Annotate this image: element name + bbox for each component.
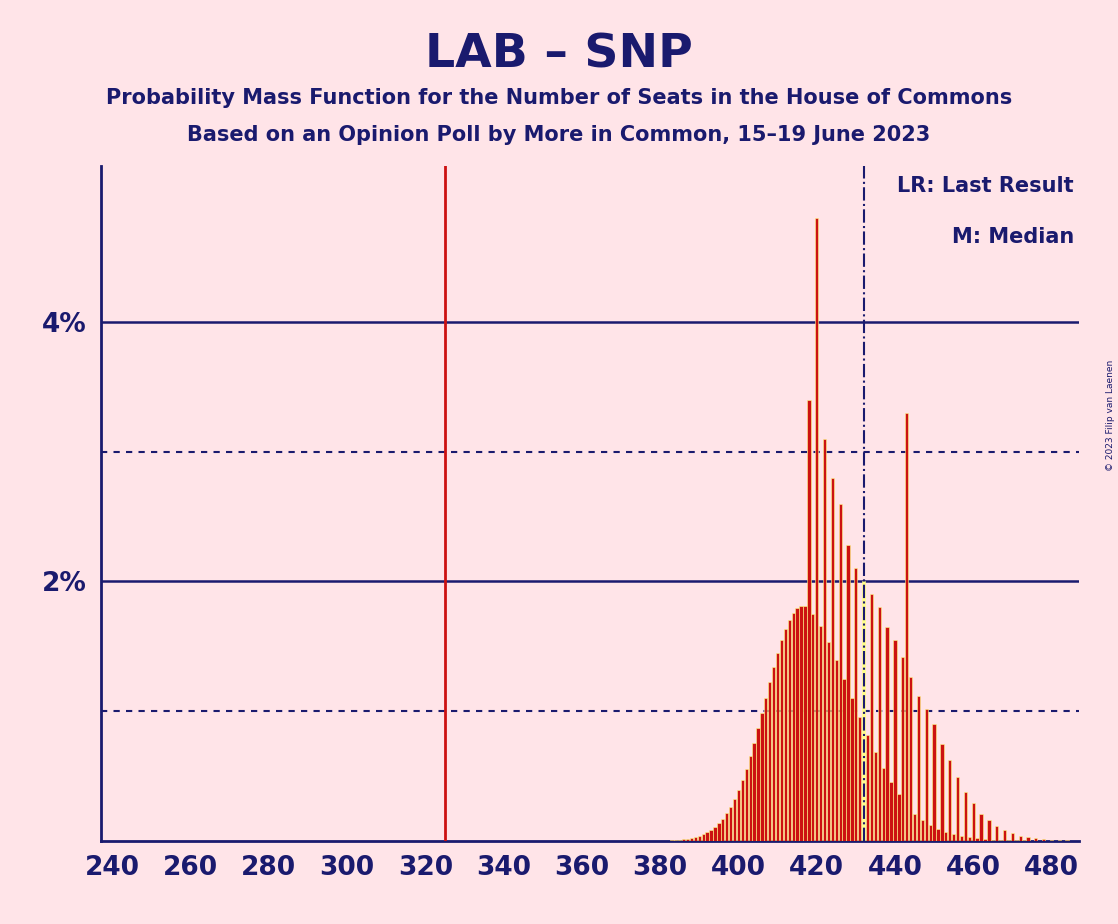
Bar (838, 504, 842, 841)
Bar (1003, 830, 1006, 841)
Bar (979, 814, 983, 841)
Bar (760, 713, 764, 841)
Bar (1011, 833, 1014, 841)
Bar (909, 677, 912, 841)
Bar (768, 682, 771, 841)
Bar (788, 620, 790, 841)
Bar (686, 838, 689, 841)
Text: Probability Mass Function for the Number of Seats in the House of Commons: Probability Mass Function for the Number… (106, 88, 1012, 108)
Bar (690, 838, 693, 841)
Bar (780, 640, 783, 841)
Bar (921, 820, 923, 841)
Bar (890, 782, 892, 841)
Bar (792, 613, 795, 841)
Bar (698, 835, 701, 841)
Bar (804, 606, 806, 841)
Bar (694, 837, 697, 841)
Bar (1042, 839, 1045, 841)
Bar (823, 439, 826, 841)
Bar (972, 803, 975, 841)
Bar (1034, 838, 1038, 841)
Bar (831, 478, 834, 841)
Bar (995, 826, 998, 841)
Bar (835, 660, 837, 841)
Text: © 2023 Filip van Laenen: © 2023 Filip van Laenen (1106, 360, 1115, 471)
Bar (812, 614, 814, 841)
Bar (721, 819, 724, 841)
Text: LAB – SNP: LAB – SNP (425, 32, 693, 78)
Bar (992, 840, 994, 841)
Bar (757, 728, 759, 841)
Bar (710, 830, 712, 841)
Bar (679, 840, 681, 841)
Bar (925, 709, 928, 841)
Bar (713, 827, 717, 841)
Bar (953, 834, 955, 841)
Bar (737, 790, 740, 841)
Bar (819, 626, 822, 841)
Bar (862, 581, 865, 841)
Bar (917, 696, 920, 841)
Bar (976, 838, 978, 841)
Bar (702, 834, 704, 841)
Bar (752, 743, 756, 841)
Bar (726, 813, 728, 841)
Bar (843, 679, 845, 841)
Bar (733, 799, 736, 841)
Bar (765, 698, 767, 841)
Bar (893, 639, 897, 841)
Bar (964, 792, 967, 841)
Bar (906, 413, 908, 841)
Bar (898, 794, 900, 841)
Bar (878, 607, 881, 841)
Bar (956, 777, 959, 841)
Bar (851, 699, 853, 841)
Bar (815, 218, 818, 841)
Bar (882, 768, 884, 841)
Bar (846, 545, 850, 841)
Bar (799, 606, 803, 841)
Bar (929, 825, 931, 841)
Bar (749, 756, 751, 841)
Bar (1050, 840, 1053, 841)
Bar (705, 833, 709, 841)
Bar (859, 717, 861, 841)
Bar (987, 821, 991, 841)
Text: LR: Last Result: LR: Last Result (898, 176, 1074, 197)
Bar (870, 594, 873, 841)
Bar (718, 823, 720, 841)
Bar (776, 653, 779, 841)
Bar (874, 752, 877, 841)
Bar (948, 760, 951, 841)
Text: Based on an Opinion Poll by More in Common, 15–19 June 2023: Based on an Opinion Poll by More in Comm… (188, 125, 930, 145)
Bar (773, 667, 775, 841)
Bar (885, 626, 889, 841)
Bar (674, 840, 678, 841)
Bar (1026, 837, 1030, 841)
Bar (784, 629, 787, 841)
Bar (745, 769, 748, 841)
Bar (940, 744, 944, 841)
Bar (682, 839, 685, 841)
Bar (932, 724, 936, 841)
Bar (901, 657, 904, 841)
Text: M: Median: M: Median (951, 227, 1074, 247)
Bar (866, 735, 869, 841)
Bar (796, 608, 798, 841)
Bar (807, 400, 811, 841)
Bar (937, 829, 939, 841)
Bar (854, 568, 858, 841)
Bar (984, 839, 986, 841)
Bar (741, 780, 743, 841)
Bar (960, 836, 963, 841)
Bar (827, 642, 830, 841)
Bar (913, 814, 916, 841)
Bar (945, 832, 947, 841)
Bar (1018, 835, 1022, 841)
Bar (968, 837, 970, 841)
Bar (729, 807, 732, 841)
